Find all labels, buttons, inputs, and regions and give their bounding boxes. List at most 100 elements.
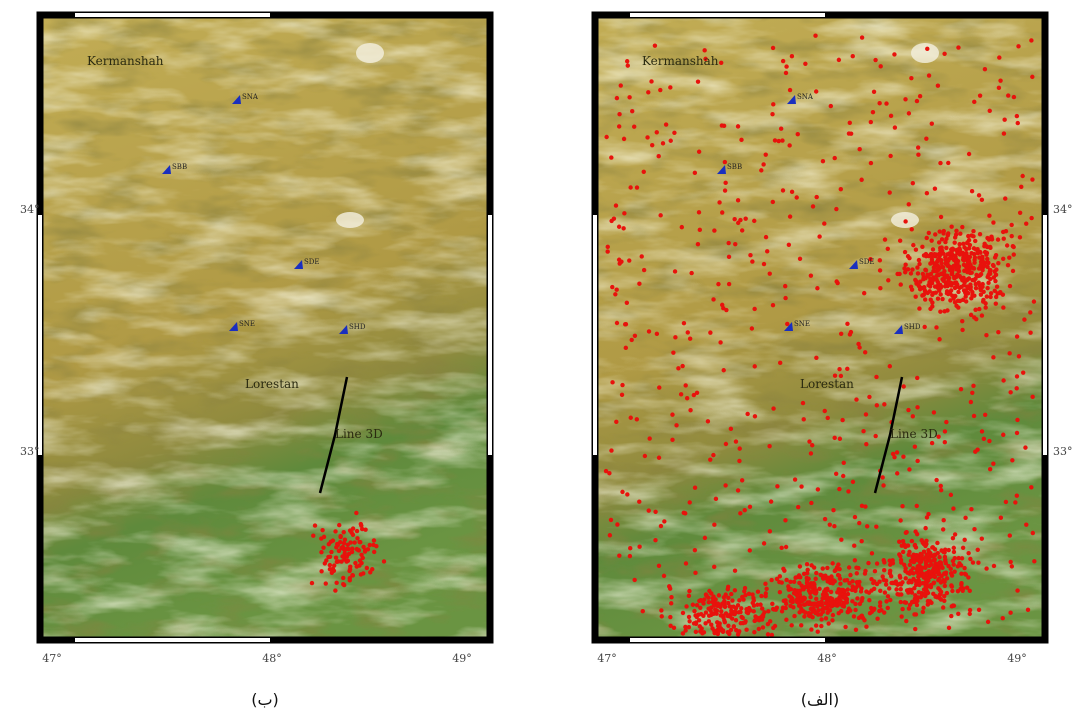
earthquake (792, 614, 796, 618)
earthquake (739, 621, 743, 625)
earthquake (725, 614, 729, 618)
earthquake (695, 603, 699, 607)
earthquake (985, 236, 989, 240)
earthquake (711, 453, 715, 457)
earthquake (823, 517, 827, 521)
earthquake (803, 62, 807, 66)
earthquake (653, 538, 657, 542)
earthquake (757, 618, 761, 622)
earthquake (763, 594, 767, 598)
earthquake (757, 627, 761, 631)
earthquake (869, 120, 873, 124)
y-tick-label: 34° (1053, 203, 1073, 216)
earthquake (687, 625, 691, 629)
earthquake (697, 618, 701, 622)
earthquake (813, 34, 817, 38)
relief-light (40, 15, 490, 640)
earthquake (994, 273, 998, 277)
earthquake (983, 413, 987, 417)
earthquake (1032, 559, 1036, 563)
earthquake (1015, 588, 1019, 592)
earthquake (966, 291, 970, 295)
earthquake (951, 506, 955, 510)
earthquake (744, 627, 748, 631)
earthquake (814, 623, 818, 627)
earthquake (619, 83, 623, 87)
earthquake (730, 598, 734, 602)
earthquake (968, 589, 972, 593)
earthquake (997, 55, 1001, 59)
earthquake (931, 247, 935, 251)
earthquake (954, 257, 958, 261)
earthquake (328, 563, 332, 567)
earthquake (709, 591, 713, 595)
earthquake (969, 270, 973, 274)
earthquake (642, 268, 646, 272)
earthquake (956, 264, 960, 268)
earthquake (962, 258, 966, 262)
earthquake (805, 562, 809, 566)
earthquake (950, 589, 954, 593)
earthquake (788, 604, 792, 608)
earthquake (901, 454, 905, 458)
earthquake (911, 414, 915, 418)
earthquake (669, 139, 673, 143)
earthquake (798, 257, 802, 261)
earthquake (662, 519, 666, 523)
earthquake (878, 600, 882, 604)
station-label: SBB (727, 163, 742, 171)
earthquake (878, 258, 882, 262)
earthquake (816, 487, 820, 491)
earthquake (723, 181, 727, 185)
earthquake (682, 321, 686, 325)
earthquake (624, 346, 628, 350)
earthquake (971, 266, 975, 270)
earthquake (712, 228, 716, 232)
earthquake (936, 267, 940, 271)
earthquake (985, 294, 989, 298)
earthquake (910, 590, 914, 594)
earthquake (811, 204, 815, 208)
earthquake (790, 54, 794, 58)
earthquake (783, 296, 787, 300)
earthquake (973, 308, 977, 312)
earthquake (614, 420, 618, 424)
earthquake (933, 186, 937, 190)
earthquake (846, 587, 850, 591)
earthquake (947, 548, 951, 552)
earthquake (657, 456, 661, 460)
earthquake (969, 251, 973, 255)
earthquake (716, 282, 720, 286)
earthquake (971, 560, 975, 564)
earthquake (944, 570, 948, 574)
earthquake (937, 555, 941, 559)
earthquake (878, 286, 882, 290)
earthquake (727, 255, 731, 259)
earthquake (790, 190, 794, 194)
earthquake (964, 299, 968, 303)
earthquake (687, 594, 691, 598)
earthquake (924, 577, 928, 581)
earthquake (825, 595, 829, 599)
earthquake (802, 417, 806, 421)
earthquake (888, 569, 892, 573)
snow (336, 212, 364, 228)
line-label: Line 3D (335, 427, 383, 441)
earthquake (959, 572, 963, 576)
earthquake (839, 609, 843, 613)
earthquake (632, 578, 636, 582)
earthquake (956, 299, 960, 303)
earthquake (864, 442, 868, 446)
earthquake (903, 270, 907, 274)
earthquake (796, 505, 800, 509)
earthquake (610, 380, 614, 384)
earthquake (349, 530, 353, 534)
earthquake (915, 405, 919, 409)
earthquake (861, 429, 865, 433)
earthquake (833, 603, 837, 607)
earthquake (904, 576, 908, 580)
earthquake (355, 529, 359, 533)
earthquake (679, 392, 683, 396)
earthquake (784, 545, 788, 549)
earthquake (863, 350, 867, 354)
